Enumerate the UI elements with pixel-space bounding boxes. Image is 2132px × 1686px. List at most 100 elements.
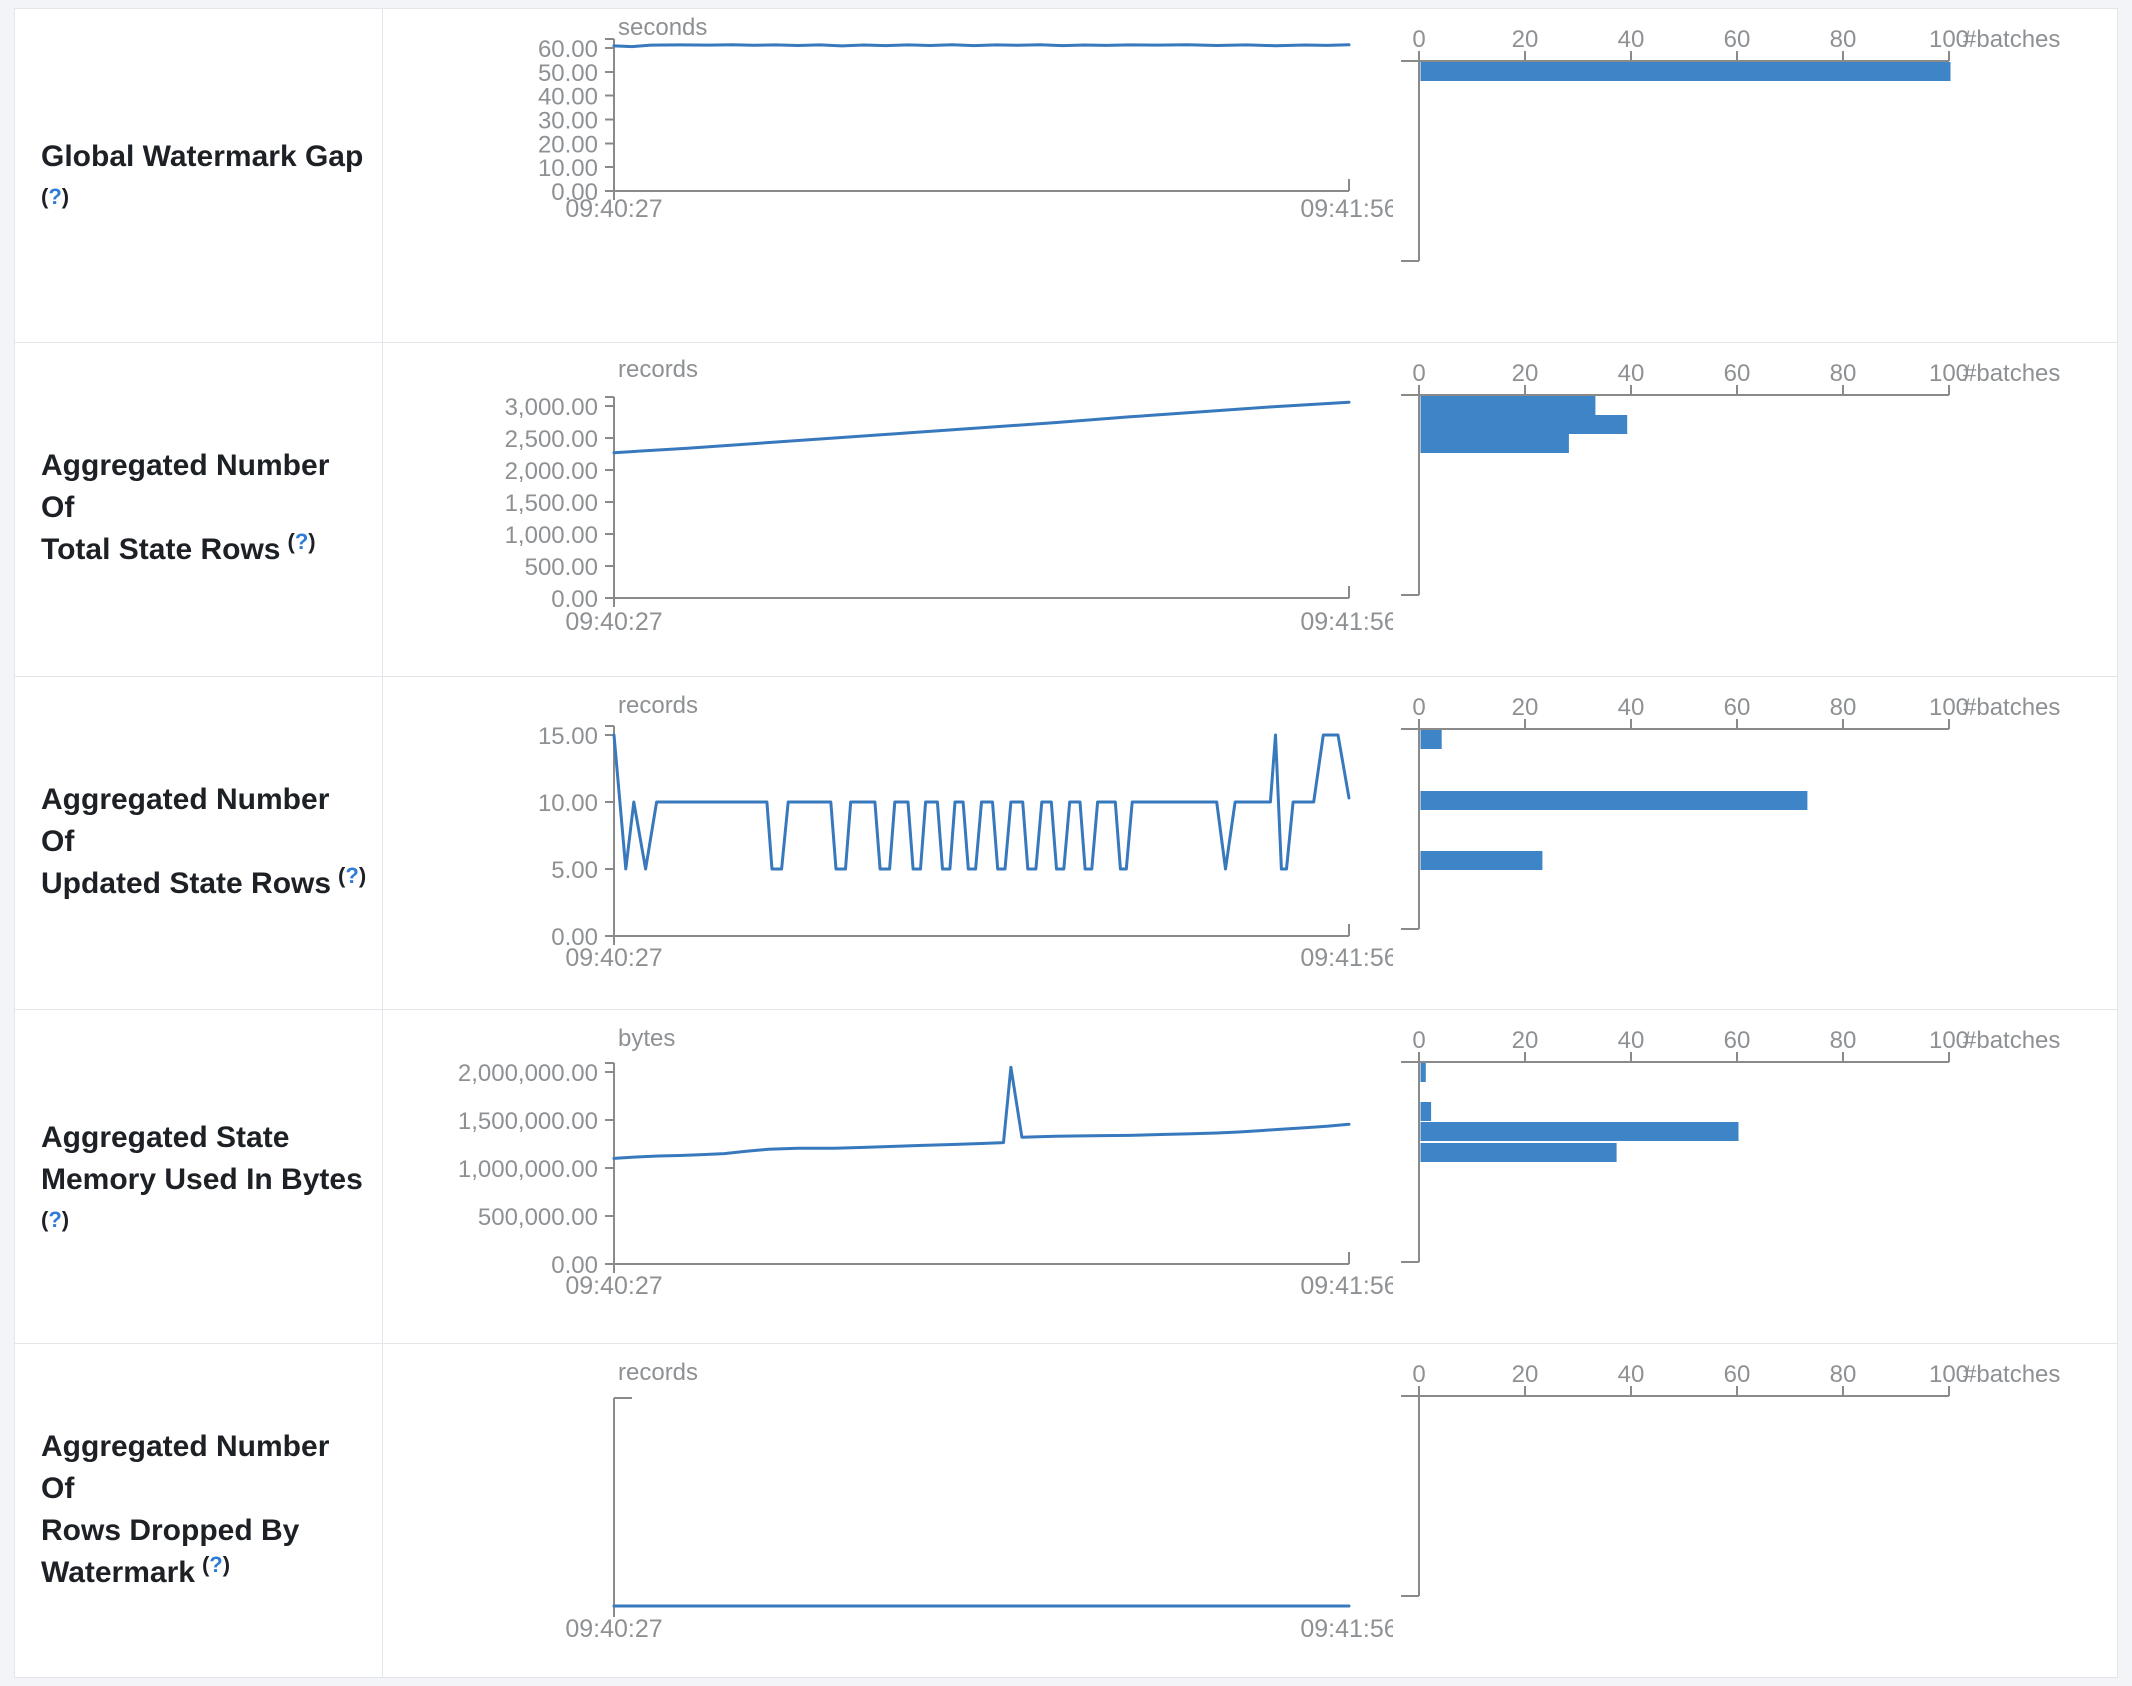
y-axis-tick-label: 30.00 — [538, 108, 598, 135]
hist-axis-tick-label: 60 — [1724, 1361, 1751, 1388]
hist-unit-label: #batches — [1963, 360, 2060, 387]
hist-unit-label: #batches — [1963, 26, 2060, 53]
histogram-cell: 0 20 40 60 80 100 #batches — [1393, 343, 2117, 676]
histogram-cell: 0 20 40 60 80 100 #batches — [1393, 677, 2117, 1010]
help-paren-close: ) — [61, 1206, 70, 1232]
hist-bar — [1420, 1143, 1617, 1163]
y-axis-tick-label: 2,500.00 — [505, 426, 598, 453]
help-paren-open: ( — [201, 1551, 210, 1577]
metric-row-aggregated-number-of-updated-state-rows: Aggregated Number Of Updated State Rows (?… — [15, 676, 2117, 1011]
metric-title-line: Aggregated Number Of — [41, 779, 368, 863]
timeline-chart-cell: records 3,000.00 2,500.00 2,000.00 1,500.00 1… — [383, 343, 1393, 676]
hist-axis-tick-label: 20 — [1512, 694, 1539, 721]
x-axis-start-label: 09:40:27 — [565, 1615, 662, 1643]
y-axis-tick-label: 500.00 — [525, 554, 598, 581]
x-axis-start-label: 09:40:27 — [565, 944, 662, 972]
metric-title-text: Aggregated State — [41, 1120, 290, 1154]
y-axis-tick-label: 0.00 — [551, 586, 598, 613]
y-axis-tick-label: 3,000.00 — [505, 394, 598, 421]
metric-line — [612, 1066, 1351, 1161]
hist-axis-tick-label: 20 — [1512, 1027, 1539, 1054]
hist-bar — [1420, 850, 1543, 870]
metric-title-line: Global Watermark Gap — [41, 136, 368, 178]
help-link[interactable]: (?) — [41, 184, 69, 209]
y-axis-tick-label: 50.00 — [538, 60, 598, 87]
histogram-chart-aggregated-state-memory-used-in-bytes: 0 20 40 60 80 100#batches — [1401, 1027, 2060, 1264]
metric-title-text: Rows Dropped By — [41, 1513, 300, 1547]
y-axis-tick-label: 1,500,000.00 — [458, 1108, 598, 1135]
hist-bar — [1420, 433, 1569, 453]
timeline-chart-cell: records 15.00 10.00 5.00 0.00 09:40:27 09:41:5… — [383, 677, 1393, 1010]
hist-axis-tick-label: 20 — [1512, 1361, 1539, 1388]
metric-title-text: Aggregated Number Of — [41, 782, 330, 858]
help-link[interactable]: (?) — [202, 1552, 230, 1577]
metric-title-text: Aggregated Number Of — [41, 449, 330, 525]
histogram-cell: 0 20 40 60 80 100 #batches — [1393, 1010, 2117, 1343]
metric-title: Aggregated Number Of Total State Rows (?) — [41, 445, 368, 573]
help-link[interactable]: (?) — [41, 1207, 69, 1232]
y-axis-unit-label: records — [618, 1359, 698, 1386]
timeline-chart-cell: seconds 60.00 50.00 40.00 30.00 20.00 10.00 0.0… — [383, 9, 1393, 342]
metric-row-aggregated-state-memory-used-in-bytes: Aggregated State Memory Used In Bytes (?) b… — [15, 1010, 2117, 1345]
histogram-chart-aggregated-number-of-rows-dropped-by-watermark: 0 20 40 60 80 100#batches — [1401, 1361, 2060, 1598]
hist-axis-tick-label: 80 — [1830, 360, 1857, 387]
help-paren-close: ) — [222, 1551, 231, 1577]
hist-axis-tick-label: 100 — [1929, 1027, 1969, 1054]
y-axis-tick-label: 10.00 — [538, 155, 598, 182]
x-axis-start-label: 09:40:27 — [565, 1272, 662, 1300]
hist-axis-tick-label: 100 — [1929, 360, 1969, 387]
metric-title-line: Rows Dropped By — [41, 1510, 368, 1552]
metric-row-aggregated-number-of-total-state-rows: Aggregated Number Of Total State Rows (?) r… — [15, 342, 2117, 677]
x-axis-start-label: 09:40:27 — [565, 195, 662, 223]
histogram-cell: 0 20 40 60 80 100 #batches — [1393, 1344, 2117, 1677]
metric-title-text: Aggregated Number Of — [41, 1429, 330, 1505]
histogram-chart-aggregated-number-of-updated-state-rows: 0 20 40 60 80 100#batches — [1401, 694, 2060, 930]
y-axis-tick-label: 2,000.00 — [505, 458, 598, 485]
metric-line — [612, 733, 1351, 871]
help-link[interactable]: (?) — [338, 863, 366, 888]
y-axis-unit-label: records — [618, 692, 698, 719]
hist-bar — [1420, 395, 1596, 415]
hist-bar — [1420, 1122, 1739, 1142]
metric-title-line: (?) — [41, 1201, 368, 1237]
hist-axis-tick-label: 60 — [1724, 26, 1751, 53]
hist-axis-tick-label: 60 — [1724, 694, 1751, 721]
x-axis-end-label: 09:41:56 — [1300, 1615, 1393, 1643]
hist-axis-tick-label: 20 — [1512, 360, 1539, 387]
metric-row-global-watermark-gap: Global Watermark Gap (?) seconds 60.00 50.00… — [15, 9, 2117, 343]
metric-title-text: Watermark — [41, 1555, 195, 1589]
metric-title-line: Aggregated Number Of — [41, 1426, 368, 1510]
y-axis-tick-label: 500,000.00 — [478, 1204, 598, 1231]
hist-bar — [1420, 790, 1808, 810]
help-paren-close: ) — [308, 529, 316, 555]
x-axis-end-label: 09:41:56 — [1300, 608, 1393, 636]
hist-axis-tick-label: 80 — [1830, 694, 1857, 721]
hist-bar — [1420, 62, 1951, 81]
histogram-cell: 0 20 40 60 80 100 #batches — [1393, 9, 2117, 342]
hist-axis-tick-label: 40 — [1618, 1361, 1645, 1388]
help-paren-open: ( — [287, 529, 295, 555]
question-mark-icon: ? — [345, 862, 359, 888]
timeline-chart-aggregated-state-memory-used-in-bytes: bytes 2,000,000.00 1,500,000.00 1,000,000.0… — [458, 1025, 1393, 1300]
help-link[interactable]: (?) — [287, 529, 315, 554]
y-axis-tick-label: 60.00 — [538, 36, 598, 63]
hist-axis-tick-label: 100 — [1929, 26, 1969, 53]
hist-axis-tick-label: 40 — [1618, 360, 1645, 387]
hist-axis-tick-label: 80 — [1830, 1361, 1857, 1388]
hist-axis-tick-label: 0 — [1412, 360, 1425, 387]
question-mark-icon: ? — [294, 529, 309, 555]
x-axis-end-label: 09:41:56 — [1300, 195, 1393, 223]
metric-title-text: Total State Rows — [41, 533, 281, 567]
question-mark-icon: ? — [48, 1206, 62, 1232]
hist-axis-tick-label: 60 — [1724, 360, 1751, 387]
metric-title-line: Watermark (?) — [41, 1552, 368, 1596]
hist-axis-tick-label: 60 — [1724, 1027, 1751, 1054]
hist-bar — [1420, 1063, 1426, 1083]
help-paren-open: ( — [41, 184, 49, 210]
help-paren-close: ) — [358, 862, 367, 888]
hist-unit-label: #batches — [1963, 1027, 2060, 1054]
hist-unit-label: #batches — [1963, 1361, 2060, 1388]
hist-bar — [1420, 1102, 1432, 1122]
hist-axis-tick-label: 20 — [1512, 26, 1539, 53]
y-axis-tick-label: 5.00 — [551, 857, 598, 884]
